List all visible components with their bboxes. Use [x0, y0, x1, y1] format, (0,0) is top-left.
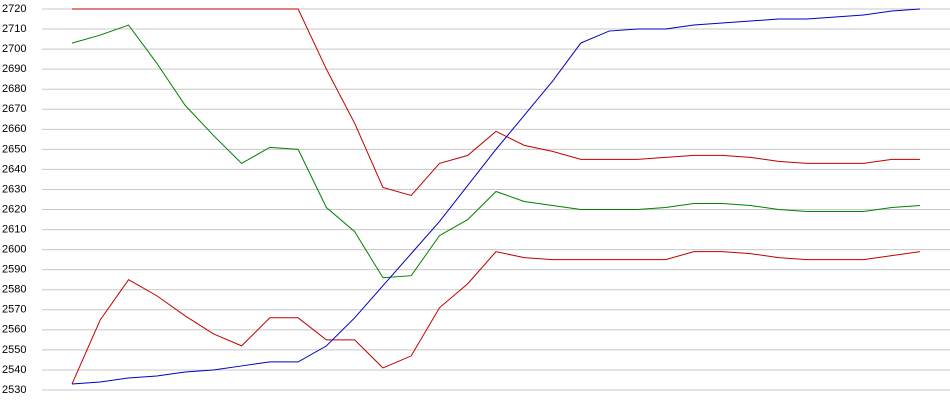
y-tick-label: 2590: [2, 264, 26, 276]
y-tick-label: 2660: [2, 123, 26, 135]
y-tick-label: 2640: [2, 163, 26, 175]
y-tick-label: 2540: [2, 364, 26, 376]
y-tick-label: 2530: [2, 384, 26, 396]
data-line: [71, 24, 921, 279]
y-tick-label: 2690: [2, 63, 26, 75]
y-tick-label: 2630: [2, 183, 26, 195]
y-tick-label: 2550: [2, 344, 26, 356]
y-tick-label: 2680: [2, 83, 26, 95]
y-tick-label: 2670: [2, 103, 26, 115]
data-line: [72, 8, 920, 197]
y-tick-label: 2650: [2, 143, 26, 155]
data-line: [71, 8, 921, 385]
y-tick-label: 2620: [2, 203, 26, 215]
y-tick-label: 2720: [2, 3, 26, 15]
y-tick-label: 2610: [2, 223, 26, 235]
y-tick-label: 2600: [2, 244, 26, 256]
y-tick-label: 2580: [2, 284, 26, 296]
y-tick-label: 2700: [2, 43, 26, 55]
data-line: [71, 251, 921, 385]
y-tick-label: 2710: [2, 23, 26, 35]
y-tick-label: 2560: [2, 324, 26, 336]
y-tick-label: 2570: [2, 304, 26, 316]
